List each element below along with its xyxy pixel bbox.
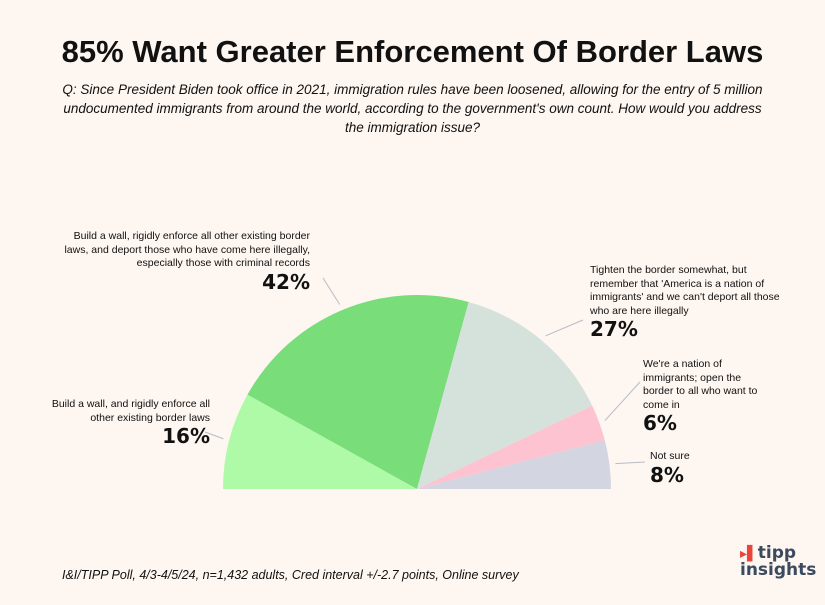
- leader-line-1: [322, 277, 341, 305]
- slice-label-text: Not sure: [650, 450, 690, 462]
- slice-label-3: We're a nation of immigrants; open the b…: [643, 358, 773, 434]
- source-footnote: I&I/TIPP Poll, 4/3-4/5/24, n=1,432 adult…: [62, 568, 519, 582]
- pie-slice-3: [417, 405, 605, 489]
- slice-value-label: 6%: [643, 411, 677, 435]
- slice-value-label: 42%: [262, 269, 310, 294]
- tipp-insights-logo: ▸▌tipp insights: [740, 543, 817, 580]
- pie-slice-4: [417, 440, 611, 489]
- slice-label-4: Not sure 8%: [650, 450, 750, 486]
- leader-line-2: [545, 319, 584, 337]
- logo-mark-icon: ▸▌: [740, 546, 758, 562]
- slice-label-text: Tighten the border somewhat, but remembe…: [590, 264, 780, 317]
- pie-slice-2: [417, 302, 593, 489]
- slice-label-1: Build a wall, rigidly enforce all other …: [55, 230, 310, 293]
- leader-line-3: [604, 381, 641, 421]
- chart-subtitle: Q: Since President Biden took office in …: [62, 82, 763, 135]
- pie-slice-0: [223, 394, 417, 489]
- chart-title: 85% Want Greater Enforcement Of Border L…: [61, 34, 764, 69]
- pie-slice-1: [247, 295, 469, 489]
- logo-line2: insights: [740, 560, 817, 580]
- leader-line-4: [615, 461, 646, 465]
- slice-value-label: 27%: [590, 317, 638, 341]
- slice-label-2: Tighten the border somewhat, but remembe…: [590, 264, 795, 340]
- slice-value-label: 8%: [650, 462, 684, 487]
- logo-line1: tipp: [757, 543, 797, 563]
- slice-label-text: Build a wall, rigidly enforce all other …: [64, 230, 310, 269]
- leader-line-0: [204, 431, 224, 440]
- slice-label-0: Build a wall, and rigidly enforce all ot…: [40, 398, 210, 447]
- slice-label-text: We're a nation of immigrants; open the b…: [643, 358, 758, 411]
- slice-label-text: Build a wall, and rigidly enforce all ot…: [51, 398, 210, 424]
- slice-value-label: 16%: [162, 424, 210, 448]
